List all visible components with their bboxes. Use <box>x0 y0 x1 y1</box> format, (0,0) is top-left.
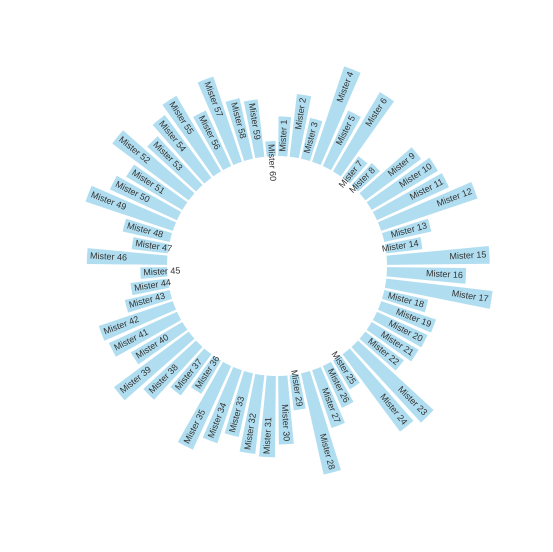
bar-3 <box>300 117 323 162</box>
bar-19 <box>377 301 437 333</box>
bar-23 <box>351 340 434 423</box>
bar-1 <box>278 116 292 157</box>
bar-54 <box>152 114 212 184</box>
bar-label-30: Mister 30 <box>280 404 292 441</box>
bar-4 <box>312 66 361 166</box>
bar-21 <box>366 321 419 362</box>
bar-40 <box>130 321 188 365</box>
bar-18 <box>381 289 429 313</box>
bar-51 <box>126 164 188 211</box>
bar-7 <box>342 156 368 184</box>
bar-8 <box>351 162 381 192</box>
bar-label-1: Mister 1 <box>277 119 289 151</box>
bar-60 <box>265 141 276 157</box>
bar-46 <box>86 248 168 265</box>
bar-52 <box>112 130 195 201</box>
bar-48 <box>122 218 173 243</box>
bar-5 <box>322 110 361 171</box>
bar-9 <box>359 147 422 201</box>
bar-label-31: Mister 31 <box>262 417 274 454</box>
bar-27 <box>312 366 345 429</box>
bar-label-60: Mister 60 <box>266 144 278 181</box>
bar-57 <box>197 76 242 166</box>
bar-20 <box>372 311 428 348</box>
bar-25 <box>332 355 360 390</box>
bar-44 <box>130 278 170 296</box>
bar-14 <box>384 237 423 254</box>
bar-16 <box>386 267 467 284</box>
bar-59 <box>243 99 265 159</box>
bar-56 <box>193 110 232 171</box>
bar-15 <box>386 245 490 265</box>
bar-33 <box>224 370 254 438</box>
bar-label-2: Mister 2 <box>293 97 308 130</box>
bar-55 <box>162 95 222 177</box>
bar-26 <box>322 361 354 408</box>
bar-41 <box>108 311 182 357</box>
bar-36 <box>190 355 222 394</box>
bar-35 <box>177 361 232 450</box>
bar-47 <box>131 237 170 254</box>
bar-58 <box>225 98 254 162</box>
bar-39 <box>113 331 195 401</box>
bar-31 <box>258 375 276 458</box>
bar-22 <box>359 331 404 371</box>
bar-38 <box>143 340 203 400</box>
bar-34 <box>202 366 242 444</box>
bar-30 <box>278 375 294 445</box>
bar-32 <box>239 373 265 454</box>
bar-49 <box>85 185 177 231</box>
bar-45 <box>140 267 168 279</box>
bar-label-15: Mister 15 <box>449 249 486 261</box>
bars-group <box>85 66 493 475</box>
bar-label-16: Mister 16 <box>426 268 463 280</box>
bar-37 <box>170 348 212 396</box>
bar-42 <box>98 301 177 341</box>
bar-28 <box>300 370 341 475</box>
bar-29 <box>289 373 306 411</box>
bar-label-46: Mister 46 <box>90 251 127 263</box>
bar-24 <box>342 348 414 432</box>
bar-label-45: Mister 45 <box>143 265 180 277</box>
bar-50 <box>109 175 182 221</box>
bar-17 <box>384 278 493 309</box>
bar-6 <box>332 92 395 177</box>
bar-10 <box>366 157 438 211</box>
bar-2 <box>289 94 312 159</box>
bar-13 <box>381 218 432 243</box>
bar-11 <box>372 173 450 221</box>
bar-12 <box>377 181 478 231</box>
bar-43 <box>124 289 173 313</box>
bar-53 <box>147 136 203 192</box>
